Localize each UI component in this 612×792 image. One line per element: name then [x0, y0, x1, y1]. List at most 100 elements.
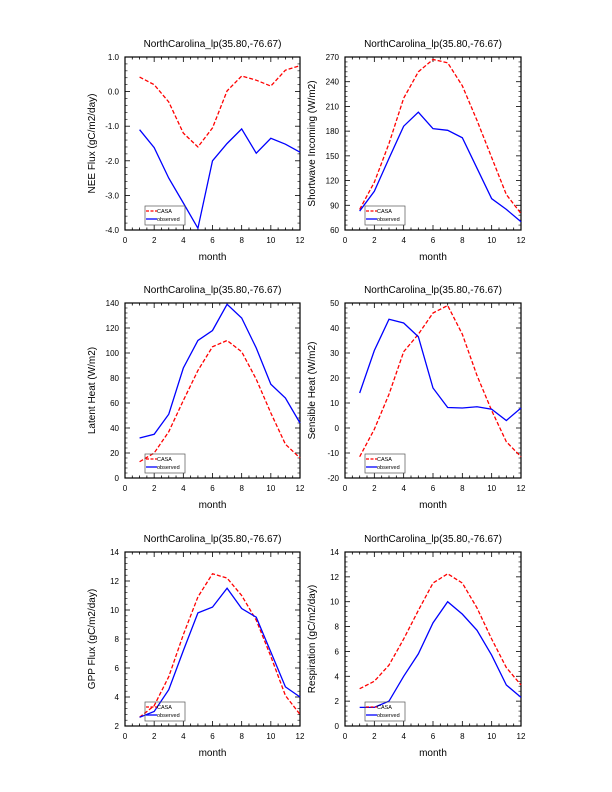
y-tick-label: 2	[335, 697, 340, 706]
x-tick-label: 4	[401, 236, 406, 245]
series-line-observed	[359, 318, 522, 422]
series-line-casa	[139, 572, 301, 718]
y-tick-label: 60	[110, 399, 119, 408]
legend-box	[364, 205, 406, 226]
y-tick-label: 12	[110, 577, 119, 586]
series-line-casa	[139, 339, 301, 463]
legend: CASA observed	[144, 453, 186, 474]
y-axis-label: NEE Flux (gC/m2/day)	[87, 93, 98, 193]
x-tick-label: 0	[123, 236, 128, 245]
x-tick-label: 2	[152, 484, 157, 493]
legend: CASA observed	[364, 205, 406, 226]
y-tick-label: 40	[330, 324, 339, 333]
x-tick-label: 12	[517, 732, 526, 741]
x-tick-label: 12	[296, 484, 305, 493]
x-tick-label: 2	[152, 732, 157, 741]
y-tick-label: 50	[330, 299, 339, 308]
y-tick-label: 10	[330, 598, 339, 607]
x-tick-label: 10	[266, 236, 275, 245]
chart-panel-3: 0 2 4 6 8 10 12 -20 -10 0 10 20 30 40 50 NorthCarolina_…	[307, 285, 526, 511]
legend-label-observed: observed	[377, 713, 400, 719]
x-axis-label: month	[419, 500, 447, 511]
plot-frame	[344, 551, 522, 727]
y-tick-label: 30	[330, 349, 339, 358]
series-line-observed	[139, 587, 301, 718]
legend-label-observed: observed	[377, 217, 400, 223]
x-tick-label: 0	[343, 732, 348, 741]
x-tick-label: 6	[431, 732, 436, 741]
series-line-observed	[359, 600, 522, 709]
x-tick-label: 4	[181, 484, 186, 493]
y-tick-label: 120	[106, 324, 120, 333]
legend-label-casa: CASA	[377, 457, 392, 463]
chart-title: NorthCarolina_lp(35.80,-76.67)	[364, 285, 502, 296]
x-axis-label: month	[199, 500, 227, 511]
y-tick-label: -20	[327, 474, 339, 483]
legend-label-casa: CASA	[157, 457, 172, 463]
chart-title: NorthCarolina_lp(35.80,-76.67)	[364, 39, 502, 50]
x-tick-label: 4	[181, 732, 186, 741]
x-tick-label: 6	[431, 484, 436, 493]
x-axis-label: month	[199, 252, 227, 263]
x-tick-label: 2	[372, 484, 377, 493]
y-tick-label: -4.0	[105, 226, 119, 235]
y-tick-label: 20	[110, 449, 119, 458]
y-tick-label: 90	[330, 201, 339, 210]
y-tick-label: 40	[110, 424, 119, 433]
chart-title: NorthCarolina_lp(35.80,-76.67)	[144, 39, 282, 50]
legend-box	[364, 701, 406, 722]
legend-label-casa: CASA	[377, 705, 392, 711]
chart-title: NorthCarolina_lp(35.80,-76.67)	[144, 285, 282, 296]
series-line-casa	[359, 304, 522, 458]
plot-frame	[344, 302, 522, 479]
x-tick-label: 4	[401, 484, 406, 493]
y-tick-label: 6	[115, 664, 120, 673]
x-tick-label: 6	[210, 484, 215, 493]
x-tick-label: 2	[372, 236, 377, 245]
x-tick-label: 8	[460, 732, 465, 741]
y-tick-label: -1.0	[105, 122, 119, 131]
x-tick-label: 8	[460, 236, 465, 245]
y-axis-label: Shortwave Incoming (W/m2)	[307, 80, 318, 206]
x-tick-label: 8	[239, 732, 244, 741]
y-tick-label: 10	[110, 606, 119, 615]
legend-box	[144, 205, 186, 226]
legend: CASA observed	[364, 701, 406, 722]
chart-panel-0: 0 2 4 6 8 10 12 -4.0 -3.0 -2.0 -1.0 0.0 1.0 NorthCaro…	[87, 39, 305, 263]
y-tick-label: 270	[326, 53, 340, 62]
x-tick-label: 10	[266, 732, 275, 741]
y-tick-label: 14	[330, 548, 339, 557]
x-tick-label: 0	[343, 236, 348, 245]
y-tick-label: 8	[115, 635, 120, 644]
x-tick-label: 10	[487, 732, 496, 741]
legend: CASA observed	[364, 453, 406, 474]
x-tick-label: 0	[123, 484, 128, 493]
series-line-casa	[359, 58, 522, 214]
chart-panel-2: 0 2 4 6 8 10 12020406080100120140NorthCarolina…	[87, 285, 305, 511]
y-tick-label: -10	[327, 449, 339, 458]
plot-frame	[124, 551, 301, 727]
legend-label-observed: observed	[377, 465, 400, 471]
x-tick-label: 2	[152, 236, 157, 245]
y-tick-label: 180	[326, 127, 340, 136]
y-tick-label: 12	[330, 573, 339, 582]
x-axis-label: month	[419, 748, 447, 759]
chart-panel-5: 0 2 4 6 8 10 12 0 2 4 6 8 10 12 14 NorthCarolina_lp(35.…	[307, 534, 526, 759]
y-tick-label: 10	[330, 399, 339, 408]
x-tick-label: 10	[266, 484, 275, 493]
chart-title: NorthCarolina_lp(35.80,-76.67)	[364, 534, 502, 545]
y-tick-label: 150	[326, 152, 340, 161]
y-tick-label: 0	[115, 474, 120, 483]
legend-label-observed: observed	[157, 217, 180, 223]
legend-box	[144, 453, 186, 474]
y-tick-label: 8	[335, 623, 340, 632]
x-tick-label: 2	[372, 732, 377, 741]
series-line-observed	[139, 303, 301, 439]
y-tick-label: 240	[326, 78, 340, 87]
y-tick-label: 0	[335, 424, 340, 433]
legend-label-observed: observed	[157, 713, 180, 719]
x-tick-label: 0	[123, 732, 128, 741]
y-tick-label: -3.0	[105, 191, 119, 200]
y-axis-label: Respiration (gC/m2/day)	[307, 585, 318, 693]
